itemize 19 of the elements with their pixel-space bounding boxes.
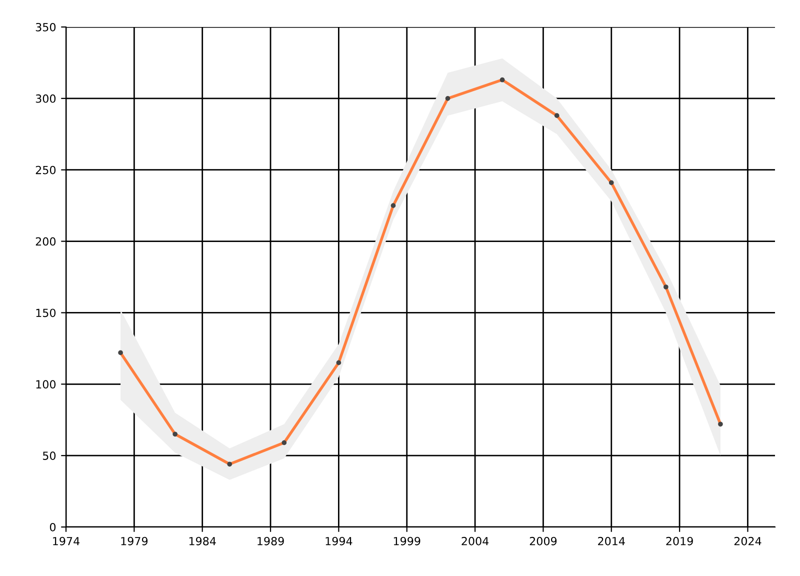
x-tick-label: 1989 (258, 536, 284, 546)
y-tick-label: 250 (36, 166, 56, 174)
x-tick-label: 1974 (53, 536, 80, 546)
y-tick-label: 150 (36, 308, 56, 318)
y-tick-label: 300 (36, 94, 56, 103)
x-tick-label: 1994 (326, 536, 352, 546)
y-tick-label: 200 (36, 237, 56, 246)
x-tick-label: 2009 (530, 536, 557, 546)
y-tick-label: 0 (50, 522, 56, 532)
x-tick-label: 2004 (462, 536, 489, 546)
y-tick-label: 350 (36, 22, 56, 32)
x-tick-label: 2014 (598, 536, 625, 546)
y-tick-label: 100 (36, 380, 56, 389)
x-tick-label: 1999 (394, 536, 420, 546)
y-tick-label: 50 (42, 452, 56, 460)
x-tick-label: 2024 (734, 536, 762, 546)
x-tick-label: 1979 (121, 536, 148, 546)
x-tick-label: 2019 (666, 536, 693, 546)
x-tick-label: 1984 (189, 536, 216, 546)
